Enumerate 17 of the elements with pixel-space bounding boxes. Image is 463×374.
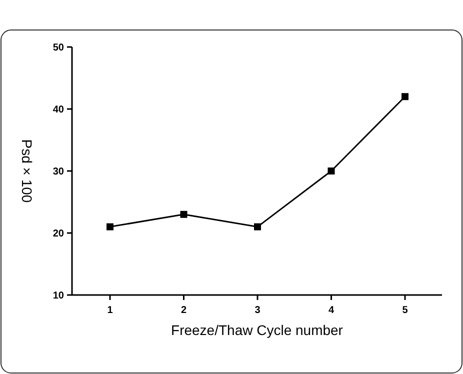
y-tick-label: 10 — [52, 290, 64, 302]
x-axis-title: Freeze/Thaw Cycle number — [171, 322, 344, 338]
x-tick-label: 3 — [254, 305, 261, 316]
x-tick-label: 4 — [328, 305, 334, 316]
x-tick-label: 5 — [402, 305, 408, 316]
y-tick-label: 40 — [52, 104, 64, 116]
y-tick-label: 20 — [52, 228, 64, 240]
point — [106, 223, 114, 230]
x-tick-label: 2 — [180, 305, 187, 316]
point — [180, 210, 188, 218]
point — [254, 223, 261, 230]
x-tick-label: 1 — [107, 305, 114, 316]
y-tick-label: 50 — [52, 42, 64, 54]
y-axis-title: Psd × 100 — [19, 139, 35, 203]
point — [402, 93, 408, 100]
y-tick-label: 30 — [52, 166, 64, 178]
point — [328, 168, 335, 174]
